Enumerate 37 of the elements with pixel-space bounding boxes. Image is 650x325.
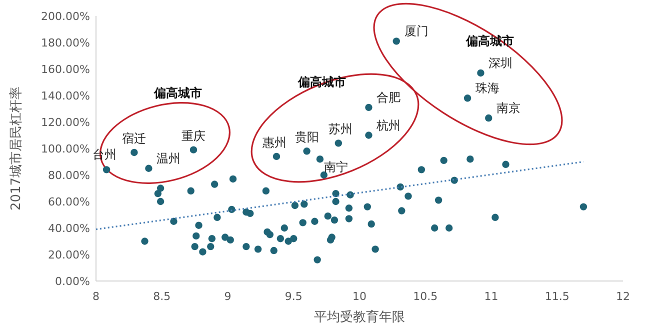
y-tick-label: 100.00%	[41, 142, 90, 156]
annotation: 惠州	[261, 135, 286, 150]
x-tick-label: 12	[616, 290, 630, 303]
annotation: 南宁	[324, 160, 348, 174]
annotation: 偏高城市	[465, 34, 514, 48]
y-tick-label: 40.00%	[48, 222, 90, 235]
x-tick-label: 11.5	[544, 290, 570, 303]
annotation: 重庆	[181, 128, 206, 143]
annotation: 南京	[496, 101, 521, 116]
x-tick-label: 9.5	[284, 290, 302, 303]
x-axis-title: 平均受教育年限	[314, 309, 405, 325]
annotation: 深圳	[488, 56, 513, 70]
y-tick-label: 180.00%	[41, 36, 90, 50]
annotation: 温州	[156, 151, 181, 166]
annotation: 偏高城市	[153, 86, 202, 100]
y-axis-title: 2017城市居民杠杆率	[8, 86, 24, 211]
x-tick-label: 11	[484, 290, 498, 303]
y-tick-label: 60.00%	[48, 196, 90, 208]
x-tick-label: 8	[92, 290, 100, 303]
x-tick-label: 9	[224, 290, 232, 303]
annotation: 贵阳	[294, 130, 319, 144]
x-tick-label: 10	[352, 290, 366, 303]
annotation: 合肥	[376, 90, 401, 104]
y-tick-label: 80.00%	[48, 169, 90, 182]
annotation: 珠海	[476, 81, 500, 96]
annotation: 厦门	[404, 24, 428, 38]
annotation: 苏州	[328, 122, 352, 136]
x-tick-label: 8.5	[153, 290, 171, 303]
y-tick-label: 140.00%	[41, 90, 90, 102]
annotation: 杭州	[376, 118, 401, 132]
annotation: 宿迁	[122, 131, 146, 146]
y-tick-label: 160.00%	[41, 63, 90, 76]
y-tick-label: 20.00%	[48, 248, 90, 262]
y-tick-label: 200.00%	[41, 10, 90, 23]
x-tick-label: 10.5	[413, 290, 438, 303]
y-tick-label: 0.00%	[55, 275, 90, 288]
y-tick-label: 120.00%	[41, 116, 90, 129]
